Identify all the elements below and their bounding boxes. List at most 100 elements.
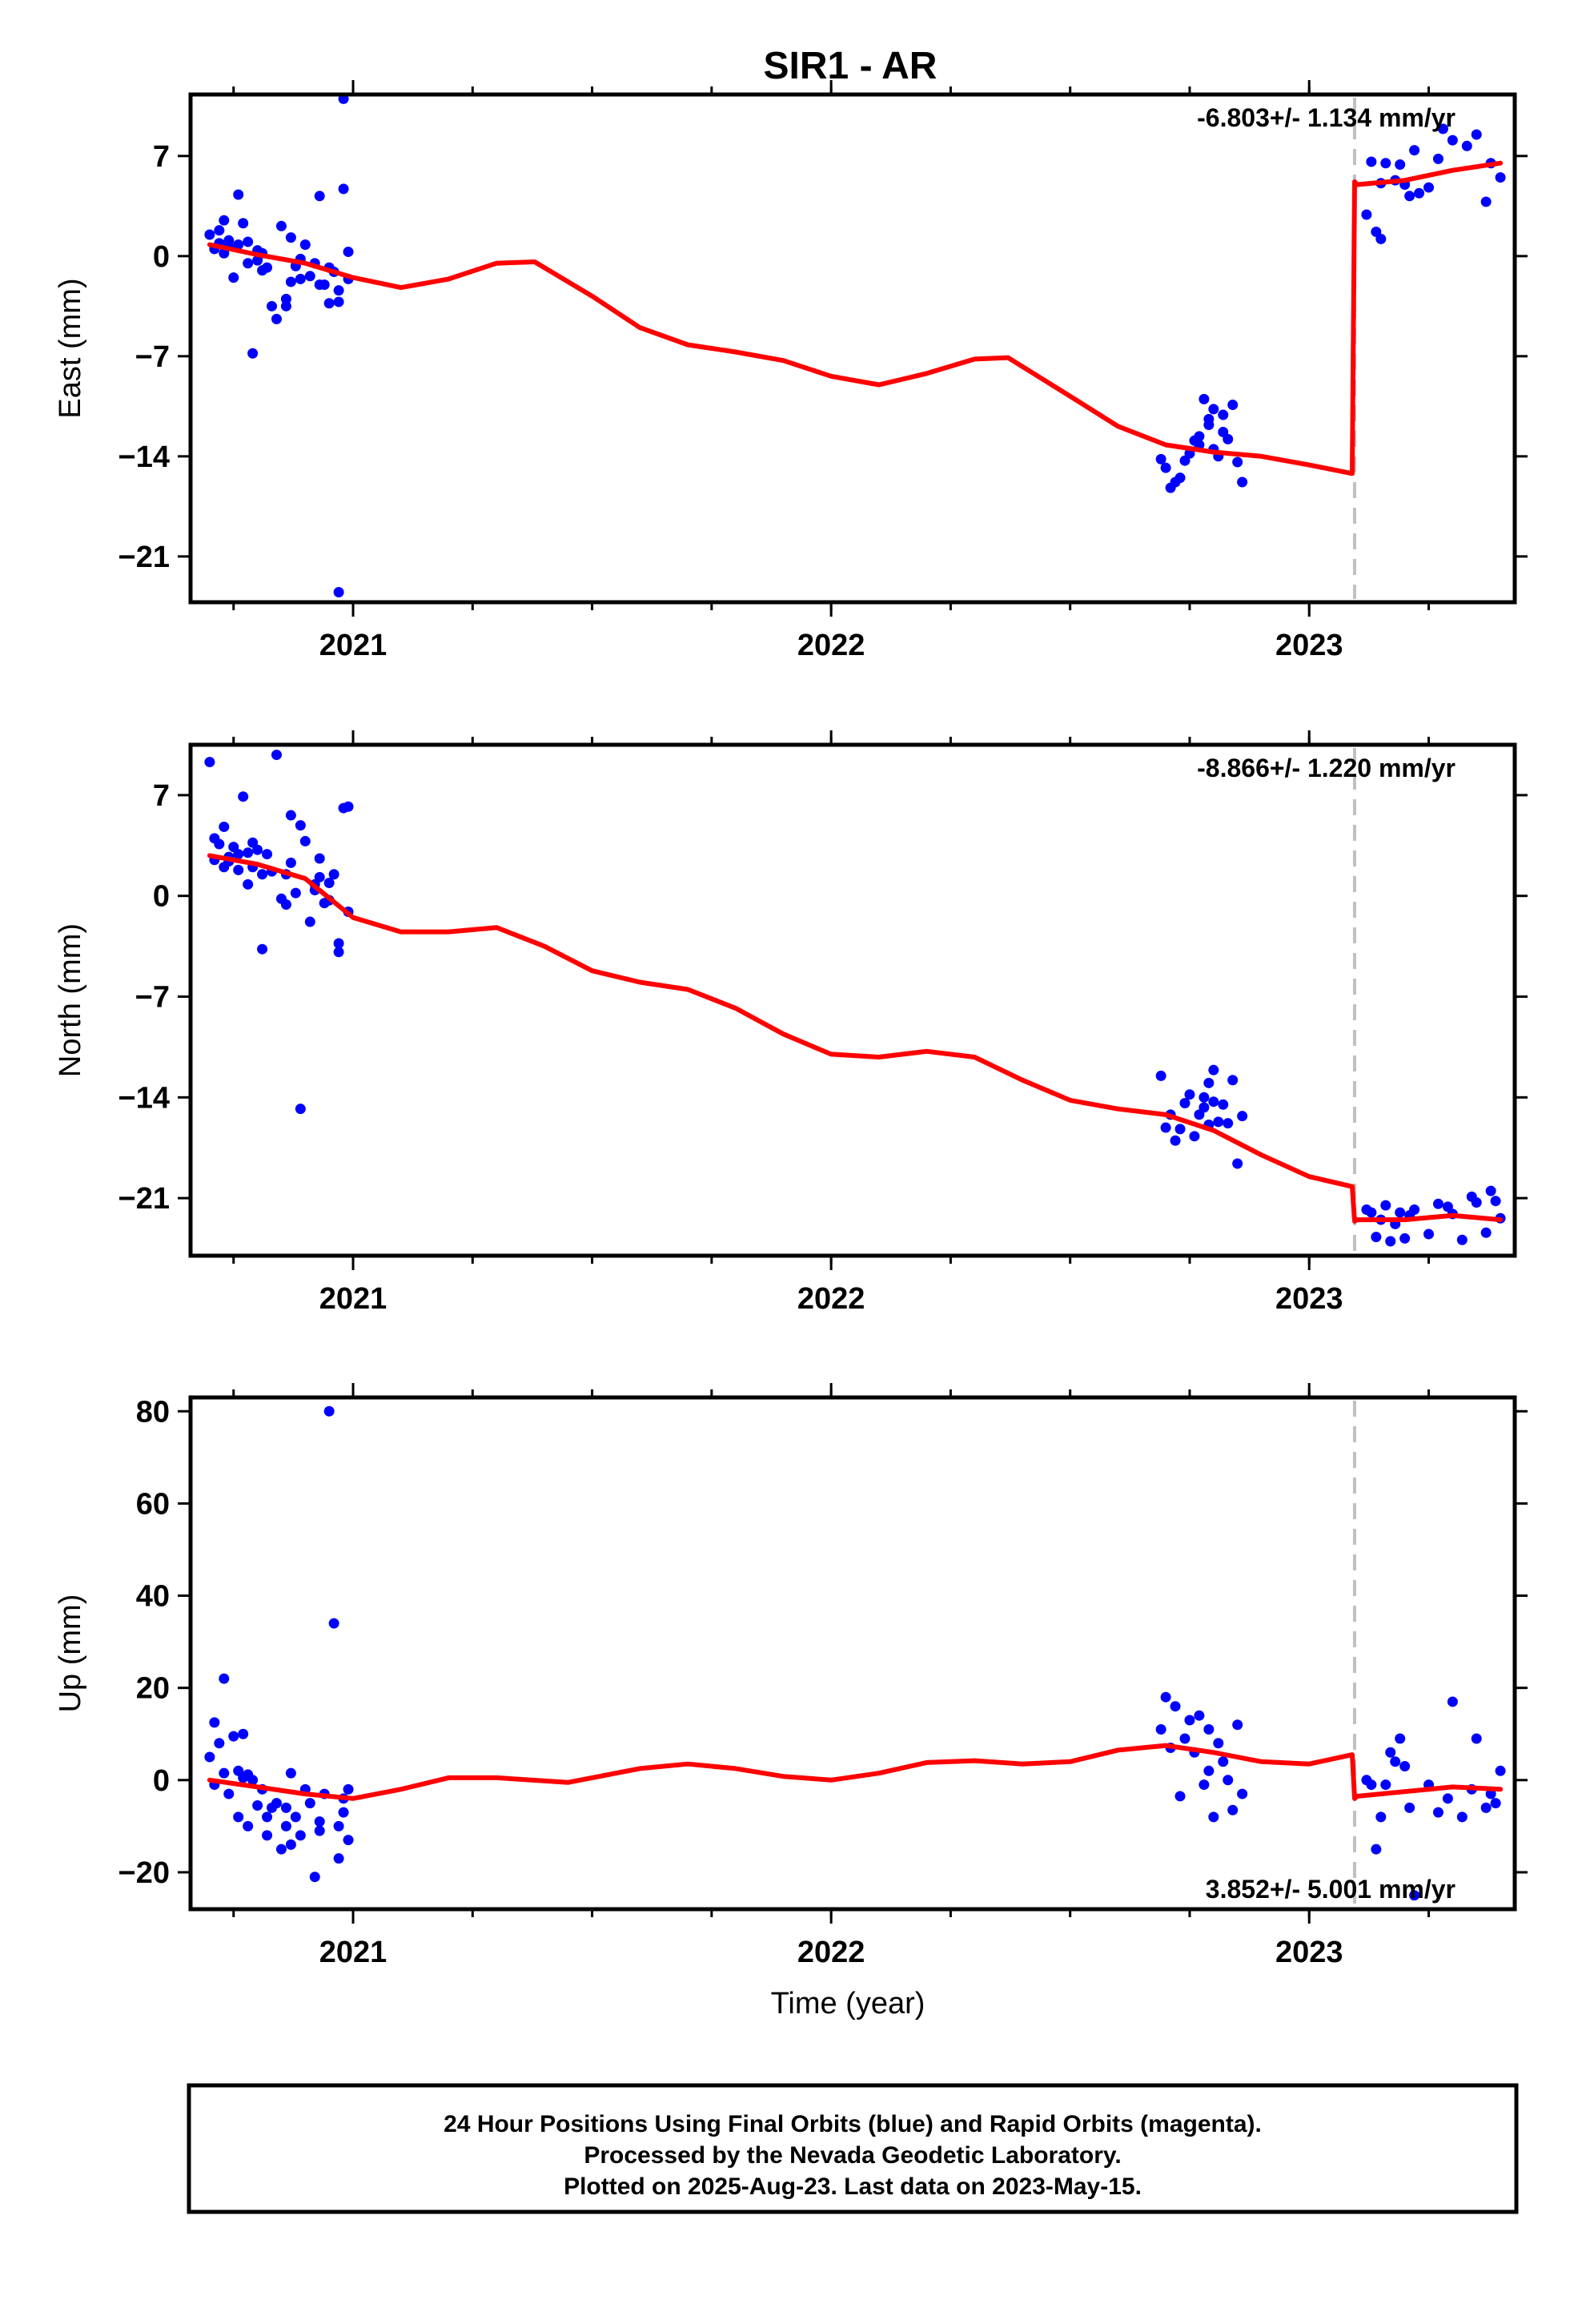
data-point xyxy=(290,887,301,899)
data-point xyxy=(1208,1064,1219,1076)
data-point xyxy=(1208,404,1219,415)
y-tick-label: 0 xyxy=(153,1764,170,1798)
data-point xyxy=(1380,158,1391,169)
data-point xyxy=(1218,1099,1229,1110)
data-point xyxy=(1208,1096,1219,1108)
data-point xyxy=(1495,1765,1506,1776)
y-tick-label: 40 xyxy=(136,1580,170,1614)
data-point xyxy=(214,1738,225,1749)
data-point xyxy=(204,757,215,768)
footer-box: 24 Hour Positions Using Final Orbits (bl… xyxy=(187,2083,1519,2214)
y-tick-label: −14 xyxy=(118,440,170,474)
data-point xyxy=(233,239,244,251)
data-point xyxy=(1218,1756,1229,1767)
model-fit-line xyxy=(207,1743,1504,1801)
data-point xyxy=(1409,1204,1420,1215)
panels: 2021 2022 2023 7 0 −7 −14 −21 East (mm) -6.803+/-… xyxy=(54,80,1528,2020)
data-point xyxy=(285,232,296,243)
panel-east: 2021 2022 2023 7 0 −7 −14 −21 East (mm) -6.803+/-… xyxy=(54,80,1528,662)
data-point xyxy=(323,298,335,309)
data-point xyxy=(1437,123,1448,135)
footer-line-2: Processed by the Nevada Geodetic Laborat… xyxy=(584,2142,1121,2169)
data-point xyxy=(228,1731,239,1742)
data-point xyxy=(304,271,315,282)
panel-north: 2021 2022 2023 7 0 −7 −14 −21 North (mm) -8.866+/… xyxy=(54,730,1528,1316)
data-point xyxy=(243,236,254,247)
x-tick-label: 2021 xyxy=(319,1282,387,1316)
x-tick-label: 2022 xyxy=(797,629,865,662)
data-point xyxy=(280,1820,291,1831)
data-point xyxy=(1227,1075,1239,1086)
model-fit-line xyxy=(207,853,1504,1224)
y-tick-label: 20 xyxy=(136,1672,170,1706)
data-point xyxy=(233,1811,244,1823)
footer-line-3: Plotted on 2025-Aug-23. Last data on 202… xyxy=(564,2173,1142,2200)
data-point xyxy=(247,1775,259,1786)
velocity-label: 3.852+/- 5.001 mm/yr xyxy=(1206,1875,1456,1904)
data-point xyxy=(328,1618,339,1629)
data-point xyxy=(285,1839,296,1850)
data-point xyxy=(1404,1802,1415,1813)
data-point xyxy=(1490,1196,1501,1207)
panel-up: 2021 2022 2023 80 60 40 20 0 −20 Up (mm) Time (yea… xyxy=(54,1383,1528,2020)
data-point xyxy=(338,1807,349,1818)
data-point xyxy=(1203,413,1215,424)
data-point xyxy=(333,296,344,308)
data-point xyxy=(219,821,230,832)
data-point xyxy=(1461,140,1472,151)
data-point xyxy=(1218,409,1229,420)
data-point xyxy=(314,871,325,883)
data-point xyxy=(1208,1811,1219,1823)
y-tick-label: −7 xyxy=(135,981,170,1015)
data-point xyxy=(1409,1890,1420,1901)
data-point xyxy=(314,853,325,864)
data-point xyxy=(1471,1197,1482,1208)
x-tick-label: 2023 xyxy=(1275,629,1343,662)
data-point xyxy=(1155,1070,1166,1081)
data-point xyxy=(343,246,354,257)
velocity-label: -6.803+/- 1.134 mm/yr xyxy=(1197,103,1456,132)
data-point xyxy=(219,1767,230,1779)
data-point xyxy=(1227,400,1239,411)
data-point xyxy=(1194,431,1205,442)
x-tick-label: 2021 xyxy=(319,629,387,662)
data-point xyxy=(295,1104,306,1115)
data-point xyxy=(1174,1124,1186,1135)
x-tick-label: 2021 xyxy=(319,1936,387,1969)
y-tick-label: −14 xyxy=(118,1081,170,1115)
data-point xyxy=(1160,462,1171,473)
data-point xyxy=(338,183,349,195)
data-point xyxy=(238,791,249,802)
y-axis-label: East (mm) xyxy=(54,278,87,418)
data-point xyxy=(1432,153,1443,164)
data-point xyxy=(223,1788,235,1799)
data-point xyxy=(333,1820,344,1831)
data-point xyxy=(1404,191,1415,202)
data-point xyxy=(309,1872,320,1883)
data-point xyxy=(314,191,325,202)
data-point xyxy=(1432,1807,1443,1818)
data-point xyxy=(1189,1131,1200,1142)
data-point xyxy=(1380,1779,1391,1791)
data-point xyxy=(243,1820,254,1831)
x-tick-label: 2023 xyxy=(1275,1282,1343,1316)
data-point xyxy=(1366,1779,1377,1791)
data-point xyxy=(1223,1775,1234,1786)
data-point xyxy=(285,857,296,868)
data-point xyxy=(1227,1804,1239,1815)
x-tick-label: 2022 xyxy=(797,1936,865,1969)
data-point xyxy=(343,1835,354,1846)
data-point xyxy=(262,262,273,273)
data-point xyxy=(280,899,291,910)
data-point xyxy=(285,276,296,287)
data-point xyxy=(285,1767,296,1779)
data-point xyxy=(1399,1232,1411,1244)
data-point xyxy=(257,869,268,880)
data-point xyxy=(299,835,311,846)
data-point xyxy=(243,847,254,858)
y-tick-label: 7 xyxy=(153,140,170,174)
data-point xyxy=(252,844,263,855)
data-point xyxy=(314,1816,325,1827)
data-point xyxy=(280,1802,291,1813)
